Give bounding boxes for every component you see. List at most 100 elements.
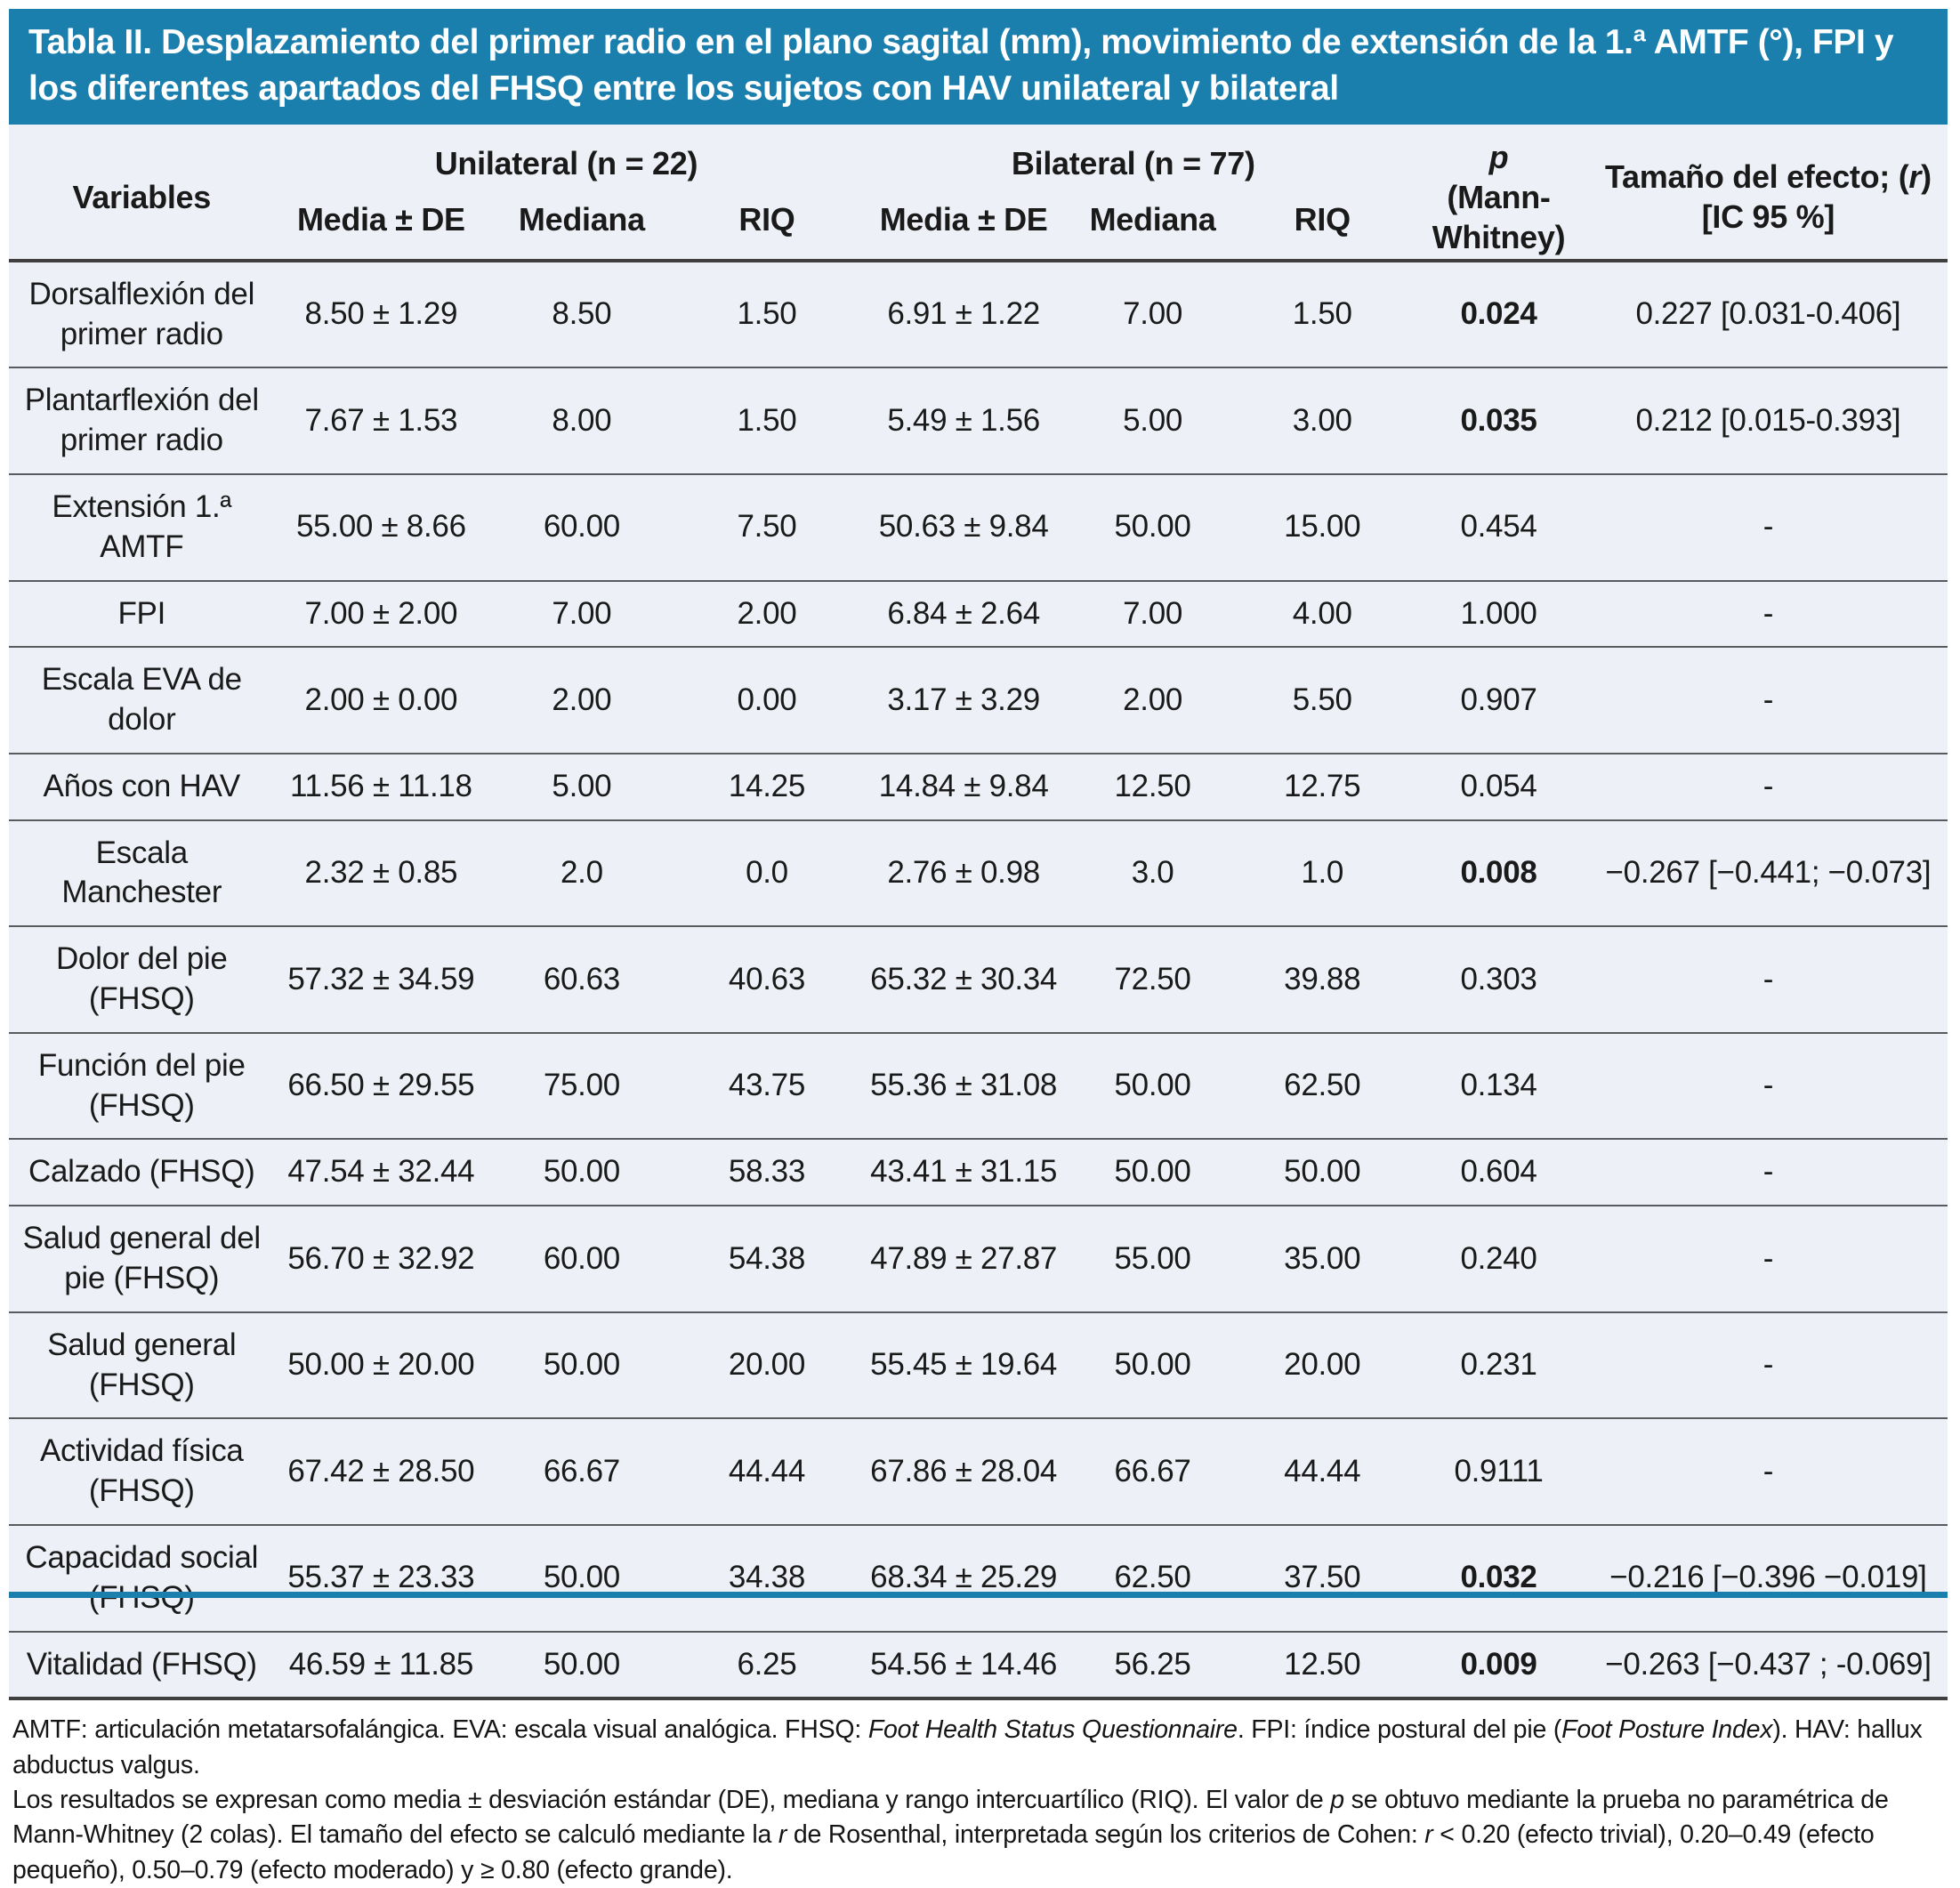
col-group-bilateral: Bilateral (n = 77)	[1011, 144, 1255, 182]
cell-u-media: 50.00 ± 20.00	[274, 1311, 488, 1420]
header-sub-row: Media ± DE Mediana RIQ Media ± DE Median…	[9, 190, 1948, 262]
cell-p-value: 0.303	[1408, 926, 1589, 1034]
cell-effect-size: −0.267 [−0.441; −0.073]	[1588, 819, 1948, 928]
row-variable: Salud general (FHSQ)	[9, 1311, 275, 1420]
table-row: FPI 7.00 ± 2.00 7.00 2.00 6.84 ± 2.64 7.…	[9, 580, 1948, 649]
row-variable: Escala EVA de dolor	[9, 647, 275, 754]
row-variable: Dorsalflexión del primer radio	[9, 260, 275, 369]
cell-b-mediana: 7.00	[1069, 260, 1237, 369]
cell-b-media: 14.84 ± 9.84	[858, 753, 1069, 821]
footnote-text-italic: r	[778, 1820, 787, 1850]
cell-effect-size: -	[1588, 1139, 1948, 1207]
cell-u-media: 67.42 ± 28.50	[274, 1418, 488, 1527]
footnote-text-italic: p	[1330, 1786, 1344, 1815]
cell-p-value: 0.024	[1408, 260, 1589, 369]
footnote-text: . FPI: índice postural del pie (	[1237, 1715, 1562, 1745]
cell-b-media: 43.41 ± 31.15	[858, 1139, 1069, 1207]
cell-u-mediana: 66.67	[488, 1418, 676, 1527]
cell-effect-size: -	[1588, 1311, 1948, 1420]
row-variable: Escala Manchester	[9, 819, 275, 928]
cell-p-value: 0.009	[1408, 1631, 1589, 1701]
cell-p-value: 0.454	[1408, 473, 1589, 582]
cell-b-riq: 1.50	[1236, 260, 1409, 369]
footnote-text-italic: Foot Posture Index	[1561, 1715, 1773, 1745]
cell-u-mediana: 50.00	[488, 1631, 676, 1701]
cell-u-riq: 58.33	[675, 1139, 859, 1207]
row-variable: Función del pie (FHSQ)	[9, 1032, 275, 1141]
cell-b-media: 68.34 ± 25.29	[858, 1525, 1069, 1633]
cell-u-media: 11.56 ± 11.18	[274, 753, 488, 821]
cell-b-media: 54.56 ± 14.46	[858, 1631, 1069, 1701]
cell-u-riq: 14.25	[675, 753, 859, 821]
row-variable: Salud general del pie (FHSQ)	[9, 1206, 275, 1313]
cell-p-value: 0.907	[1408, 647, 1589, 754]
cell-u-media: 66.50 ± 29.55	[274, 1032, 488, 1141]
row-variable: Dolor del pie (FHSQ)	[9, 926, 275, 1034]
cell-b-mediana: 5.00	[1069, 367, 1237, 475]
table-row: Dolor del pie (FHSQ) 57.32 ± 34.59 60.63…	[9, 926, 1948, 1034]
cell-p-value: 0.134	[1408, 1032, 1589, 1141]
table-footnotes: AMTF: articulación metatarsofalángica. E…	[9, 1700, 1948, 1888]
footnote-text: Los resultados se expresan como media ± …	[12, 1786, 1331, 1815]
cell-u-media: 2.32 ± 0.85	[274, 819, 488, 928]
cell-u-mediana: 2.0	[488, 819, 676, 928]
cell-b-riq: 44.44	[1236, 1418, 1409, 1527]
cell-b-media: 67.86 ± 28.04	[858, 1418, 1069, 1527]
cell-p-value: 0.035	[1408, 367, 1589, 475]
cell-u-mediana: 8.50	[488, 260, 676, 369]
cell-b-media: 55.36 ± 31.08	[858, 1032, 1069, 1141]
footnote-text: AMTF: articulación metatarsofalángica. E…	[12, 1715, 868, 1745]
cell-b-media: 47.89 ± 27.87	[858, 1206, 1069, 1313]
cell-p-value: 0.240	[1408, 1206, 1589, 1313]
cell-b-mediana: 12.50	[1069, 753, 1237, 821]
cell-p-value: 0.604	[1408, 1139, 1589, 1207]
cell-u-media: 2.00 ± 0.00	[274, 647, 488, 754]
table-body: Dorsalflexión del primer radio 8.50 ± 1.…	[9, 260, 1948, 1701]
cell-u-riq: 1.50	[675, 367, 859, 475]
row-variable: FPI	[9, 580, 275, 649]
cell-u-mediana: 5.00	[488, 753, 676, 821]
cell-b-riq: 62.50	[1236, 1032, 1409, 1141]
cell-u-riq: 7.50	[675, 473, 859, 582]
cell-u-media: 47.54 ± 32.44	[274, 1139, 488, 1207]
table-row: Plantarflexión del primer radio 7.67 ± 1…	[9, 367, 1948, 475]
cell-b-riq: 20.00	[1236, 1311, 1409, 1420]
cell-u-mediana: 7.00	[488, 580, 676, 649]
cell-effect-size: −0.263 [−0.437 ; -0.069]	[1588, 1631, 1948, 1701]
bottom-accent-bar	[9, 1592, 1948, 1598]
table-row: Calzado (FHSQ) 47.54 ± 32.44 50.00 58.33…	[9, 1139, 1948, 1207]
cell-b-riq: 39.88	[1236, 926, 1409, 1034]
table-title: Tabla II. Desplazamiento del primer radi…	[28, 23, 1894, 108]
cell-u-media: 7.67 ± 1.53	[274, 367, 488, 475]
paper-table-figure: Tabla II. Desplazamiento del primer radi…	[9, 9, 1948, 1884]
effect-size-label-post: )	[1921, 158, 1932, 196]
col-header-effect-size: Tamaño del efecto; (r) [IC 95 %]	[1588, 124, 1948, 262]
cell-effect-size: -	[1588, 473, 1948, 582]
cell-u-riq: 54.38	[675, 1206, 859, 1313]
table-row: Escala Manchester 2.32 ± 0.85 2.0 0.0 2.…	[9, 819, 1948, 928]
col-header-variables: Variables	[9, 124, 275, 262]
cell-b-riq: 3.00	[1236, 367, 1409, 475]
cell-b-media: 5.49 ± 1.56	[858, 367, 1069, 475]
cell-b-riq: 4.00	[1236, 580, 1409, 649]
col-header-unilateral-mediana: Mediana	[488, 190, 676, 262]
cell-u-mediana: 50.00	[488, 1139, 676, 1207]
cell-b-mediana: 50.00	[1069, 1032, 1237, 1141]
cell-u-mediana: 60.00	[488, 473, 676, 582]
cell-u-riq: 44.44	[675, 1418, 859, 1527]
cell-b-mediana: 66.67	[1069, 1418, 1237, 1527]
cell-u-mediana: 60.63	[488, 926, 676, 1034]
cell-b-mediana: 56.25	[1069, 1631, 1237, 1701]
cell-u-mediana: 50.00	[488, 1525, 676, 1633]
cell-b-mediana: 62.50	[1069, 1525, 1237, 1633]
col-header-bilateral-riq: RIQ	[1236, 190, 1409, 262]
cell-b-media: 55.45 ± 19.64	[858, 1311, 1069, 1420]
cell-u-media: 57.32 ± 34.59	[274, 926, 488, 1034]
cell-b-riq: 35.00	[1236, 1206, 1409, 1313]
cell-effect-size: 0.212 [0.015-0.393]	[1588, 367, 1948, 475]
row-variable: Años con HAV	[9, 753, 275, 821]
cell-b-mediana: 50.00	[1069, 473, 1237, 582]
table-row: Extensión 1.ª AMTF 55.00 ± 8.66 60.00 7.…	[9, 473, 1948, 582]
cell-b-media: 6.84 ± 2.64	[858, 580, 1069, 649]
table-row: Actividad física (FHSQ) 67.42 ± 28.50 66…	[9, 1418, 1948, 1527]
